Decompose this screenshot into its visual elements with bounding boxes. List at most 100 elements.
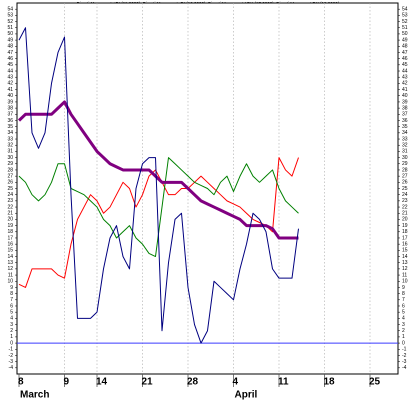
x-tick-label: 25 bbox=[369, 377, 381, 388]
y-tick-label: 10 bbox=[402, 279, 408, 285]
y-tick-label: 42 bbox=[7, 81, 13, 87]
month-label: March bbox=[20, 390, 49, 400]
y-tick-label: 48 bbox=[7, 44, 13, 50]
y-tick-label: 35 bbox=[402, 124, 408, 130]
y-tick-label: 21 bbox=[402, 211, 408, 217]
y-tick-label: 53 bbox=[7, 13, 13, 19]
y-tick-label: 22 bbox=[7, 204, 13, 210]
x-tick-label: 28 bbox=[187, 377, 199, 388]
y-tick-label: 31 bbox=[7, 149, 13, 155]
x-tick-label: 8 bbox=[18, 377, 24, 388]
y-tick-label: 7 bbox=[10, 297, 13, 303]
y-tick-label: 25 bbox=[7, 186, 13, 192]
y-tick-label: 24 bbox=[7, 192, 13, 198]
y-tick-label: 28 bbox=[402, 167, 408, 173]
y-tick-label: -2 bbox=[9, 353, 14, 359]
y-tick-label: 30 bbox=[402, 155, 408, 161]
y-tick-label: 17 bbox=[7, 235, 13, 241]
y-tick-label: 54 bbox=[402, 7, 408, 13]
y-tick-label: 44 bbox=[7, 68, 13, 74]
y-tick-label: 21 bbox=[7, 211, 13, 217]
y-tick-label: 20 bbox=[402, 217, 408, 223]
y-tick-label: 12 bbox=[7, 266, 13, 272]
x-tick-label: 18 bbox=[324, 377, 336, 388]
y-tick-label: 8 bbox=[10, 291, 13, 297]
y-tick-label: 5 bbox=[402, 309, 405, 315]
y-tick-label: 40 bbox=[402, 93, 408, 99]
y-tick-label: 47 bbox=[7, 50, 13, 56]
y-tick-label: 5 bbox=[10, 309, 13, 315]
y-tick-label: 20 bbox=[7, 217, 13, 223]
y-tick-label: 8 bbox=[402, 291, 405, 297]
y-tick-label: 39 bbox=[402, 99, 408, 105]
y-tick-label: -1 bbox=[9, 347, 14, 353]
x-tick-label: 21 bbox=[142, 377, 154, 388]
y-tick-label: 13 bbox=[7, 260, 13, 266]
y-tick-label: 41 bbox=[402, 87, 408, 93]
y-tick-label: 47 bbox=[402, 50, 408, 56]
y-tick-label: -4 bbox=[9, 365, 14, 371]
x-tick-label: 4 bbox=[233, 377, 239, 388]
y-tick-label: 45 bbox=[402, 62, 408, 68]
y-tick-label: 42 bbox=[402, 81, 408, 87]
y-tick-label: 41 bbox=[7, 87, 13, 93]
x-tick-label: 9 bbox=[64, 377, 70, 388]
y-tick-label: 25 bbox=[402, 186, 408, 192]
y-tick-label: 16 bbox=[402, 241, 408, 247]
y-tick-label: 54 bbox=[7, 7, 13, 13]
y-tick-label: -3 bbox=[402, 359, 407, 365]
y-tick-label: 52 bbox=[402, 19, 408, 25]
y-tick-label: 33 bbox=[7, 136, 13, 142]
y-tick-label: 26 bbox=[7, 180, 13, 186]
y-tick-label: 33 bbox=[402, 136, 408, 142]
y-tick-label: 39 bbox=[7, 99, 13, 105]
y-tick-label: 44 bbox=[402, 68, 408, 74]
y-tick-label: 1 bbox=[402, 334, 405, 340]
y-tick-label: 46 bbox=[402, 56, 408, 62]
y-tick-label: 27 bbox=[402, 173, 408, 179]
y-tick-label: 14 bbox=[402, 254, 408, 260]
y-tick-label: -2 bbox=[402, 353, 407, 359]
y-tick-label: -4 bbox=[402, 365, 407, 371]
y-tick-label: 26 bbox=[402, 180, 408, 186]
y-tick-label: 23 bbox=[7, 198, 13, 204]
y-tick-label: 14 bbox=[7, 254, 13, 260]
y-tick-label: -1 bbox=[402, 347, 407, 353]
x-tick-label: 14 bbox=[96, 377, 108, 388]
y-tick-label: 19 bbox=[7, 223, 13, 229]
y-tick-label: 24 bbox=[402, 192, 408, 198]
y-tick-label: 48 bbox=[402, 44, 408, 50]
series-line bbox=[18, 27, 299, 344]
y-tick-label: 11 bbox=[8, 272, 13, 278]
y-tick-label: 12 bbox=[402, 266, 408, 272]
y-tick-label: 22 bbox=[402, 204, 408, 210]
x-tick-label: 11 bbox=[278, 377, 289, 388]
y-tick-label: 4 bbox=[10, 316, 13, 322]
y-tick-label: 36 bbox=[7, 118, 13, 124]
y-tick-label: 1 bbox=[10, 334, 13, 340]
y-tick-label: 51 bbox=[7, 25, 13, 31]
y-tick-label: 0 bbox=[10, 340, 13, 346]
y-tick-label: 6 bbox=[402, 303, 405, 309]
y-tick-label: 35 bbox=[7, 124, 13, 130]
y-tick-label: 32 bbox=[7, 143, 13, 149]
y-tick-label: 11 bbox=[402, 272, 407, 278]
y-tick-label: 9 bbox=[10, 285, 13, 291]
y-tick-label: 29 bbox=[402, 161, 408, 167]
y-tick-label: 10 bbox=[7, 279, 13, 285]
y-tick-label: 38 bbox=[7, 105, 13, 111]
y-tick-label: 2 bbox=[10, 328, 13, 334]
month-label: April bbox=[235, 390, 258, 400]
y-tick-label: 38 bbox=[402, 105, 408, 111]
y-tick-label: 37 bbox=[402, 112, 408, 118]
y-tick-label: 43 bbox=[7, 75, 13, 81]
y-tick-label: 18 bbox=[402, 229, 408, 235]
y-tick-label: 16 bbox=[7, 241, 13, 247]
y-tick-label: 34 bbox=[402, 130, 408, 136]
y-tick-label: 37 bbox=[7, 112, 13, 118]
y-tick-label: 34 bbox=[7, 130, 13, 136]
y-tick-label: 45 bbox=[7, 62, 13, 68]
y-tick-label: 15 bbox=[402, 248, 408, 254]
